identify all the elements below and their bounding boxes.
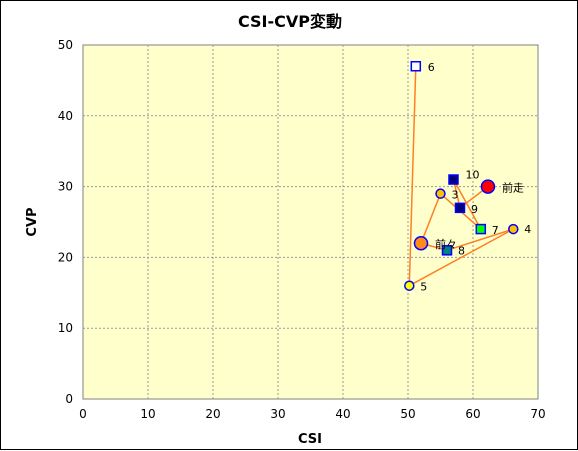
y-tick-label: 10 <box>58 321 73 335</box>
connection-lines <box>408 66 515 287</box>
x-tick-label: 10 <box>140 407 155 421</box>
point-label-3: 3 <box>452 189 459 202</box>
x-tick-label: 60 <box>465 407 480 421</box>
data-points <box>404 60 519 291</box>
y-axis-title: CVP <box>25 207 40 236</box>
point-前走 <box>480 179 496 194</box>
point-label-9: 9 <box>471 203 478 216</box>
point-6 <box>410 60 422 72</box>
point-label-5: 5 <box>420 281 427 294</box>
point-label-7: 7 <box>492 224 499 237</box>
x-tick-label: 20 <box>205 407 220 421</box>
point-label-前走: 前走 <box>502 181 524 195</box>
point-label-8: 8 <box>458 244 465 257</box>
y-tick-label: 0 <box>65 392 73 406</box>
point-9 <box>454 202 466 214</box>
point-前々 <box>413 235 429 251</box>
point-label-前々: 前々 <box>435 237 457 251</box>
y-tick-label: 50 <box>58 38 73 52</box>
plot-area <box>82 44 539 400</box>
chart-title: CSI-CVP変動 <box>238 12 342 31</box>
point-5 <box>404 280 415 291</box>
y-tick-label: 30 <box>58 180 73 194</box>
y-tick-label: 20 <box>58 250 73 264</box>
point-8 <box>441 245 453 256</box>
point-label-4: 4 <box>524 223 531 236</box>
point-label-10: 10 <box>466 169 480 182</box>
x-tick-label: 70 <box>530 407 545 421</box>
x-tick-label: 30 <box>270 407 285 421</box>
y-tick-label: 40 <box>58 109 73 123</box>
axes: 0 10 20 30 40 50 60 70 0 10 20 30 40 50 <box>58 38 546 421</box>
x-axis-title: CSI <box>298 432 322 447</box>
x-tick-label: 40 <box>335 407 350 421</box>
point-4 <box>508 223 519 235</box>
x-tick-label: 50 <box>400 407 415 421</box>
x-tick-label: 0 <box>79 407 87 421</box>
point-10 <box>448 174 459 185</box>
point-3 <box>435 188 446 199</box>
point-label-6: 6 <box>428 61 435 74</box>
point-7 <box>475 223 487 235</box>
trend-line <box>408 66 515 287</box>
